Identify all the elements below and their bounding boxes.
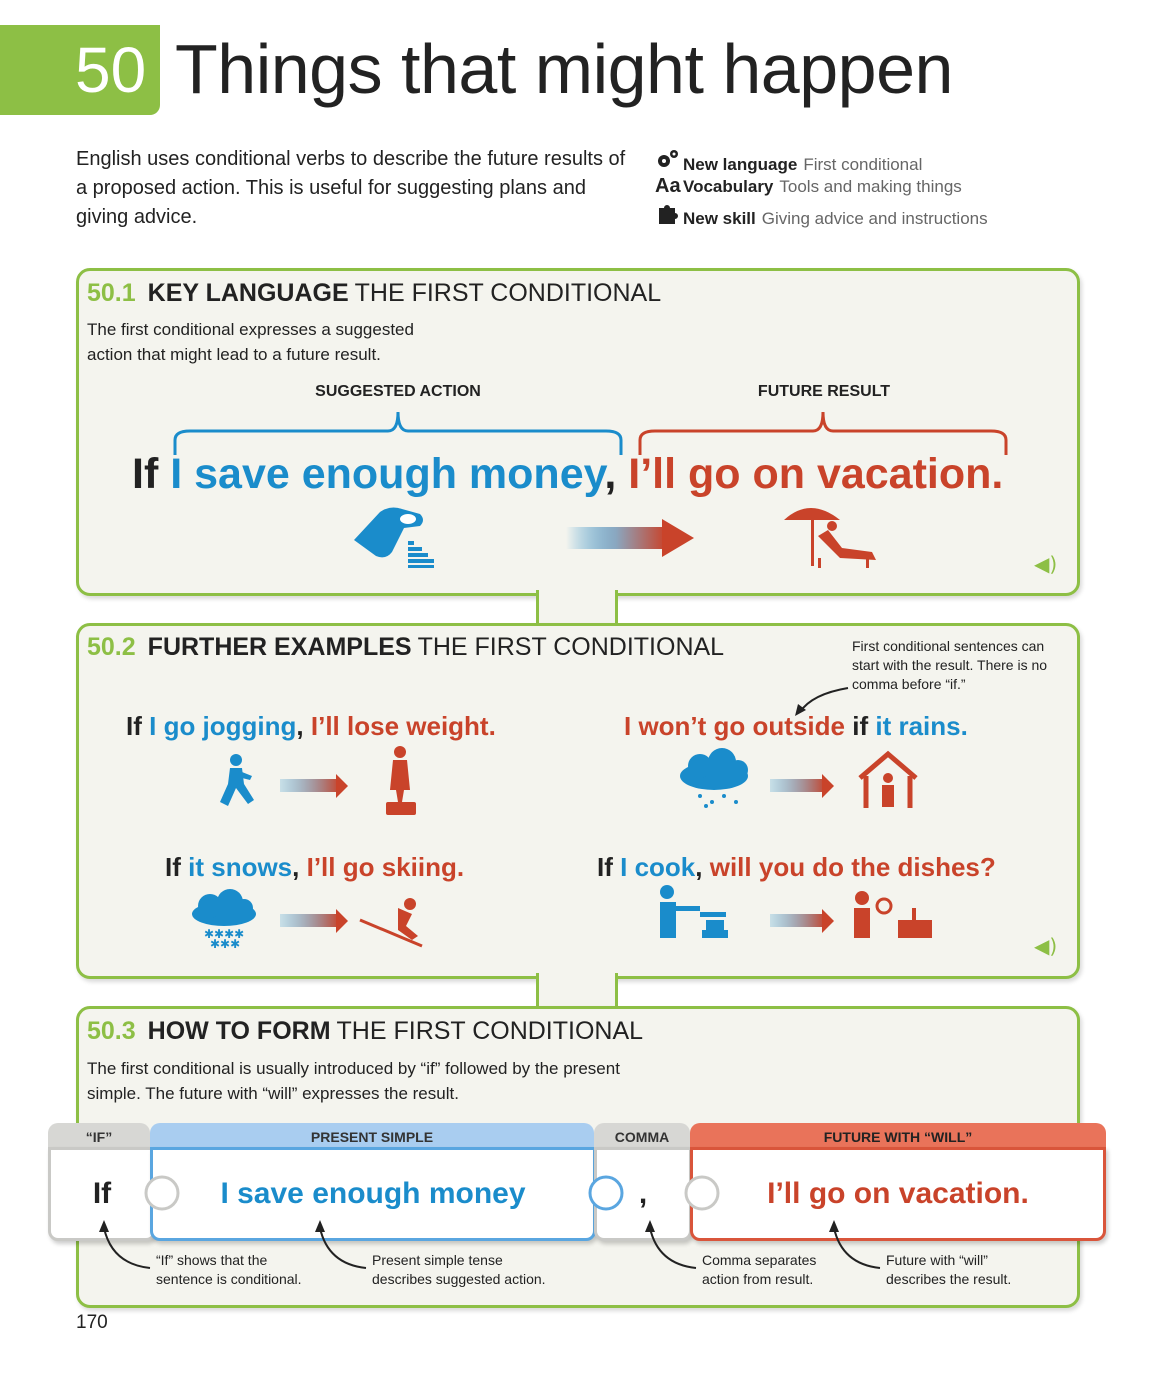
sentence-action: I cook	[620, 852, 696, 882]
arrow-icon	[770, 909, 834, 933]
svg-text:✱✱✱✱: ✱✱✱✱	[204, 927, 244, 941]
annotation-arrow	[103, 1227, 151, 1269]
sentence-comma: ,	[604, 450, 617, 498]
note-if: “If” shows that the sentence is conditio…	[156, 1252, 302, 1287]
meta-label: New language	[683, 155, 798, 174]
sentence-action: it rains.	[875, 711, 968, 741]
piece-future-will: I’ll go on vacation.	[690, 1147, 1106, 1241]
section-description: The first conditional expresses a sugges…	[87, 320, 414, 364]
note-future-will: Future with “will” describes the result.	[886, 1252, 1012, 1287]
sentence-action: I go jogging	[149, 711, 297, 741]
speaker-icon[interactable]: ◀)	[1034, 552, 1058, 576]
example-sentence-2: I won’t go outside if it rains.	[624, 711, 968, 742]
section-subtitle: THE FIRST CONDITIONAL	[354, 279, 662, 307]
arrow-icon	[280, 774, 348, 798]
sentence-result: I’ll lose weight.	[310, 711, 496, 741]
money-hand-icon	[354, 507, 434, 568]
section-key: FURTHER EXAMPLES	[147, 633, 412, 661]
brace-result	[638, 411, 1008, 455]
note-present-simple: Present simple tense describes suggested…	[372, 1252, 546, 1287]
meta-vocabulary: Aa Vocabulary Tools and making things	[655, 175, 962, 198]
section-number: 50.2	[87, 633, 136, 661]
example-sentence-3: If it snows, I’ll go skiing.	[165, 852, 464, 883]
annotation-arrow	[833, 1227, 881, 1269]
meta-value: First conditional	[803, 155, 923, 174]
annotation-arrow	[799, 687, 849, 713]
annotation-arrow	[319, 1227, 367, 1269]
meta-value: Giving advice and instructions	[761, 209, 988, 228]
example-icons: ✱✱✱✱✱✱✱	[192, 687, 932, 951]
page-number: 170	[76, 1312, 108, 1333]
puzzle-knob	[144, 1175, 180, 1211]
intro-text: English uses conditional verbs to descri…	[76, 148, 626, 228]
sentence-result: I’ll go skiing.	[306, 852, 465, 882]
annotation-note: First conditional sentences can start wi…	[852, 638, 1048, 692]
meta-value: Tools and making things	[779, 177, 962, 196]
aa-vocabulary-icon: Aa	[655, 175, 681, 197]
sentence-if: If	[165, 852, 181, 882]
annotation-arrow	[649, 1227, 697, 1269]
section-title: 50.3 HOW TO FORM THE FIRST CONDITIONAL	[87, 1017, 643, 1046]
arrow-icon	[566, 519, 694, 557]
unit-number-tab	[0, 25, 160, 115]
section-description: The first conditional is usually introdu…	[87, 1059, 620, 1103]
washing-dishes-icon	[854, 891, 932, 938]
example-sentence-4: If I cook, will you do the dishes?	[597, 852, 996, 883]
sentence-result: I won’t go outside	[624, 711, 845, 741]
sentence-if: If	[126, 711, 142, 741]
scale-weight-icon	[386, 746, 416, 815]
meta-label: Vocabulary	[683, 177, 774, 196]
section-number: 50.1	[87, 279, 136, 307]
section-number: 50.3	[87, 1017, 136, 1045]
sentence-if: If	[132, 450, 159, 498]
arrow-icon	[770, 774, 834, 798]
meta-new-language: New language First conditional	[655, 148, 922, 175]
section-key: HOW TO FORM	[147, 1017, 331, 1045]
sentence-if: if	[852, 711, 869, 741]
meta-label: New skill	[683, 209, 756, 228]
sentence-comma: ,	[296, 711, 304, 741]
jogging-icon	[220, 754, 254, 806]
section-title: 50.1 KEY LANGUAGE THE FIRST CONDITIONAL	[87, 279, 661, 308]
puzzle-knob	[684, 1175, 720, 1211]
meta-new-skill: New skill Giving advice and instructions	[655, 202, 988, 229]
snow-cloud-icon: ✱✱✱✱✱✱✱	[192, 889, 256, 951]
speaker-icon[interactable]: ◀)	[1034, 934, 1058, 958]
brace-action	[173, 411, 623, 455]
section-title: 50.2 FURTHER EXAMPLES THE FIRST CONDITIONA…	[87, 633, 724, 662]
sentence-result: will you do the dishes?	[709, 852, 996, 882]
section-subtitle: THE FIRST CONDITIONAL	[336, 1017, 644, 1045]
sentence-comma: ,	[695, 852, 703, 882]
sentence-comma: ,	[292, 852, 300, 882]
section-subtitle: THE FIRST CONDITIONAL	[417, 633, 725, 661]
sentence-braces	[173, 411, 1008, 568]
skiing-icon	[359, 898, 423, 948]
example-sentence-1: If I go jogging, I’ll lose weight.	[126, 711, 496, 742]
label-future-result: FUTURE RESULT	[757, 383, 891, 400]
house-icon	[858, 750, 918, 808]
sentence-result: I’ll go on vacation.	[628, 450, 1004, 498]
puzzle-annotations	[99, 1175, 881, 1269]
section-key: KEY LANGUAGE	[147, 279, 349, 307]
cooking-icon	[660, 885, 728, 938]
svg-text:✱✱✱: ✱✱✱	[210, 937, 240, 951]
page-title: Things that might happen	[175, 30, 953, 108]
arrow-icon	[280, 909, 348, 933]
gears-icon	[655, 148, 683, 175]
person-icon	[882, 773, 894, 807]
sentence-action: it snows	[188, 852, 293, 882]
unit-number: 50	[75, 34, 147, 106]
panel-connector	[536, 590, 618, 626]
sentence-action: I save enough money	[170, 450, 605, 498]
beach-vacation-icon	[784, 508, 876, 568]
sentence-if: If	[597, 852, 613, 882]
puzzle-knob	[588, 1175, 624, 1211]
puzzle-piece-icon	[655, 202, 683, 229]
panel-connector	[536, 973, 618, 1008]
rain-cloud-icon	[680, 748, 748, 808]
key-sentence: If I save enough money, I’ll go on vacat…	[132, 450, 1003, 499]
note-comma: Comma separates action from result.	[702, 1252, 817, 1287]
label-suggested-action: SUGGESTED ACTION	[315, 383, 481, 400]
